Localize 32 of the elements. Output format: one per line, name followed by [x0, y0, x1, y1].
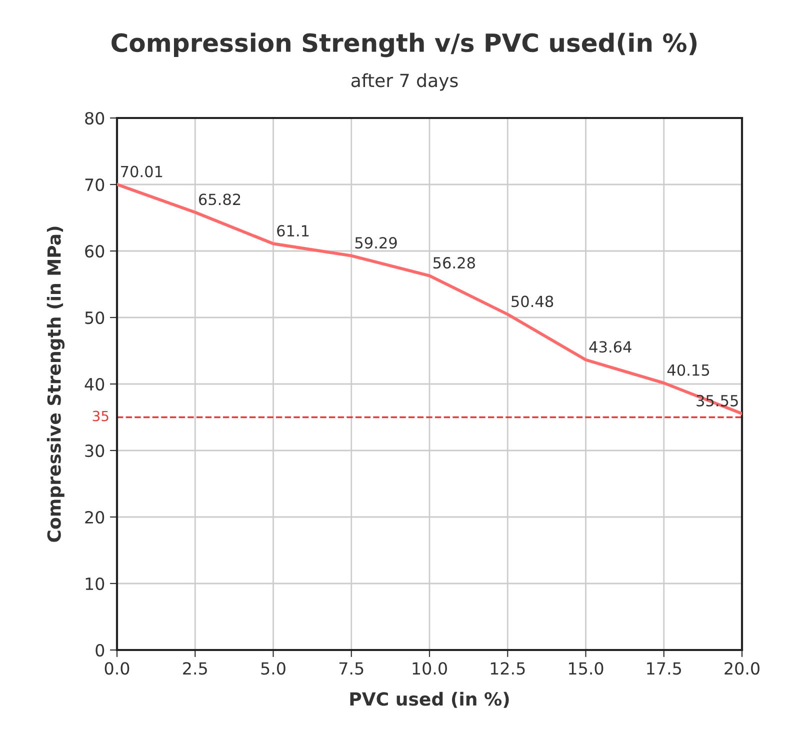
x-tick-label: 2.5 — [183, 662, 207, 675]
y-tick-label: 50 — [85, 311, 104, 324]
y-tick-label: 60 — [85, 244, 104, 258]
line-series — [117, 182, 742, 416]
data-label: 40.15 — [667, 364, 710, 376]
data-label: 59.29 — [355, 237, 397, 249]
y-axis-title: Compressive Strength (in MPa) — [46, 226, 65, 542]
data-label: 43.64 — [589, 341, 632, 353]
y-tick-label: 40 — [84, 378, 104, 391]
x-tick-label: 15.0 — [569, 662, 604, 675]
y-tick-label: 20 — [85, 510, 104, 524]
data-label: 70.01 — [121, 166, 162, 178]
chart-subtitle: after 7 days — [351, 73, 458, 91]
x-axis-title: PVC used (in %) — [350, 692, 509, 708]
x-tick-label: 0.0 — [104, 662, 130, 675]
x-tick-label: 17.5 — [647, 662, 681, 675]
data-label: 65.82 — [198, 194, 240, 206]
data-label: 56.28 — [433, 257, 475, 269]
chart-title: Compression Strength v/s PVC used(in %) — [112, 32, 697, 58]
y-tick-label: 80 — [85, 112, 104, 125]
x-tick-label: 20.0 — [724, 662, 760, 675]
x-tick-label: 7.5 — [339, 662, 364, 675]
data-label: 50.48 — [512, 296, 554, 308]
y-tick-label: 0 — [96, 644, 104, 657]
ref-line-label: 35 — [92, 410, 108, 422]
x-tick-label: 10.0 — [412, 662, 447, 675]
data-label: 61.1 — [277, 225, 309, 237]
y-tick-label: 10 — [86, 577, 104, 590]
y-tick-label: 30 — [85, 444, 104, 458]
x-tick-label: 12.5 — [490, 662, 525, 675]
y-tick-label: 70 — [85, 178, 104, 192]
x-tick-label: 5.0 — [261, 662, 286, 675]
